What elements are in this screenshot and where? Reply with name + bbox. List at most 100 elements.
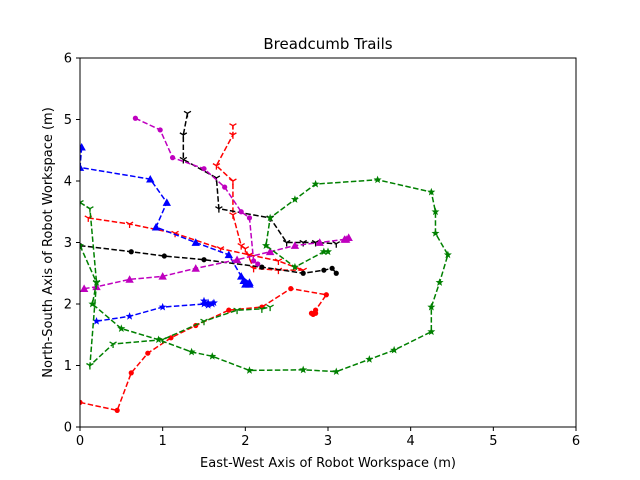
data-point (435, 278, 444, 286)
data-point (161, 253, 167, 259)
data-point (238, 209, 244, 215)
data-point (315, 238, 324, 246)
data-point (222, 184, 228, 190)
data-point (80, 241, 84, 249)
series-9 (80, 199, 274, 370)
series-8 (80, 175, 452, 376)
data-point (431, 207, 440, 216)
data-point (154, 335, 163, 344)
data-point (200, 296, 208, 305)
x-axis-label: East-West Axis of Robot Workspace (m) (200, 456, 456, 471)
data-point (209, 298, 218, 307)
series-line (80, 201, 271, 368)
data-point (288, 286, 294, 292)
data-point (179, 156, 188, 164)
x-tick-label: 6 (572, 434, 580, 449)
x-tick-label: 0 (76, 434, 84, 449)
data-point (224, 250, 233, 259)
data-point (290, 262, 299, 271)
data-point (258, 306, 266, 313)
series-0 (80, 286, 329, 413)
data-point (321, 267, 327, 273)
data-point (212, 163, 221, 170)
data-point (229, 132, 237, 139)
chart-title: Breadcumb Trails (263, 35, 392, 53)
data-point (169, 155, 176, 161)
data-point (427, 302, 436, 311)
data-point (151, 222, 161, 231)
data-point (229, 212, 237, 219)
data-point (158, 272, 167, 280)
data-point (262, 241, 270, 249)
data-point (92, 317, 101, 325)
data-point (187, 347, 196, 356)
data-point (245, 280, 254, 288)
data-point (373, 175, 382, 184)
data-point (329, 265, 335, 271)
data-point (319, 247, 328, 256)
y-tick-label: 5 (64, 113, 72, 128)
series-group (80, 110, 452, 413)
data-point (80, 163, 85, 171)
data-point (443, 250, 452, 259)
series-6 (132, 115, 261, 267)
data-point (341, 235, 351, 243)
data-point (226, 307, 232, 313)
data-point (191, 264, 200, 272)
data-point (128, 370, 134, 376)
series-line (80, 179, 449, 373)
data-point (86, 362, 94, 370)
data-point (145, 350, 151, 356)
y-tick-label: 4 (64, 175, 72, 190)
data-point (300, 270, 306, 276)
data-point (146, 174, 155, 183)
data-point (157, 127, 163, 133)
data-point (237, 243, 246, 250)
series-line (88, 125, 304, 271)
data-point (88, 299, 97, 308)
x-tick-label: 1 (159, 434, 167, 449)
data-point (92, 279, 101, 287)
data-point (241, 246, 250, 253)
series-2 (80, 142, 254, 288)
data-point (274, 258, 283, 265)
data-point (245, 366, 254, 374)
data-point (201, 166, 207, 172)
data-point (179, 132, 188, 139)
data-point (251, 258, 257, 264)
ticks-layer: 0 1 2 3 4 5 6 0 1 2 3 4 5 6 (64, 52, 580, 450)
data-point (333, 270, 339, 276)
data-point (200, 299, 208, 308)
data-point (233, 307, 241, 315)
data-point (80, 284, 89, 292)
y-tick-label: 6 (64, 52, 72, 67)
series-line (182, 113, 337, 245)
data-point (80, 142, 86, 151)
series-1 (84, 123, 308, 275)
data-point (431, 229, 440, 237)
data-point (427, 327, 436, 336)
data-point (259, 264, 265, 270)
y-tick-label: 0 (64, 421, 72, 436)
data-point (282, 239, 291, 247)
data-point (183, 110, 192, 118)
x-tick-label: 2 (241, 434, 249, 449)
data-point (323, 292, 329, 298)
data-point (204, 301, 213, 309)
data-point (125, 275, 134, 283)
data-point (246, 215, 253, 221)
data-point (365, 355, 374, 363)
data-point (229, 178, 237, 185)
data-point (215, 206, 223, 213)
data-point (332, 241, 341, 248)
data-point (266, 213, 275, 222)
series-3 (92, 296, 218, 325)
data-point (117, 324, 126, 332)
data-point (390, 345, 399, 354)
data-point (162, 198, 171, 206)
data-point (427, 187, 436, 196)
y-tick-label: 1 (64, 359, 72, 374)
data-point (310, 311, 316, 318)
x-tick-label: 4 (407, 434, 415, 449)
series-4 (80, 242, 339, 276)
